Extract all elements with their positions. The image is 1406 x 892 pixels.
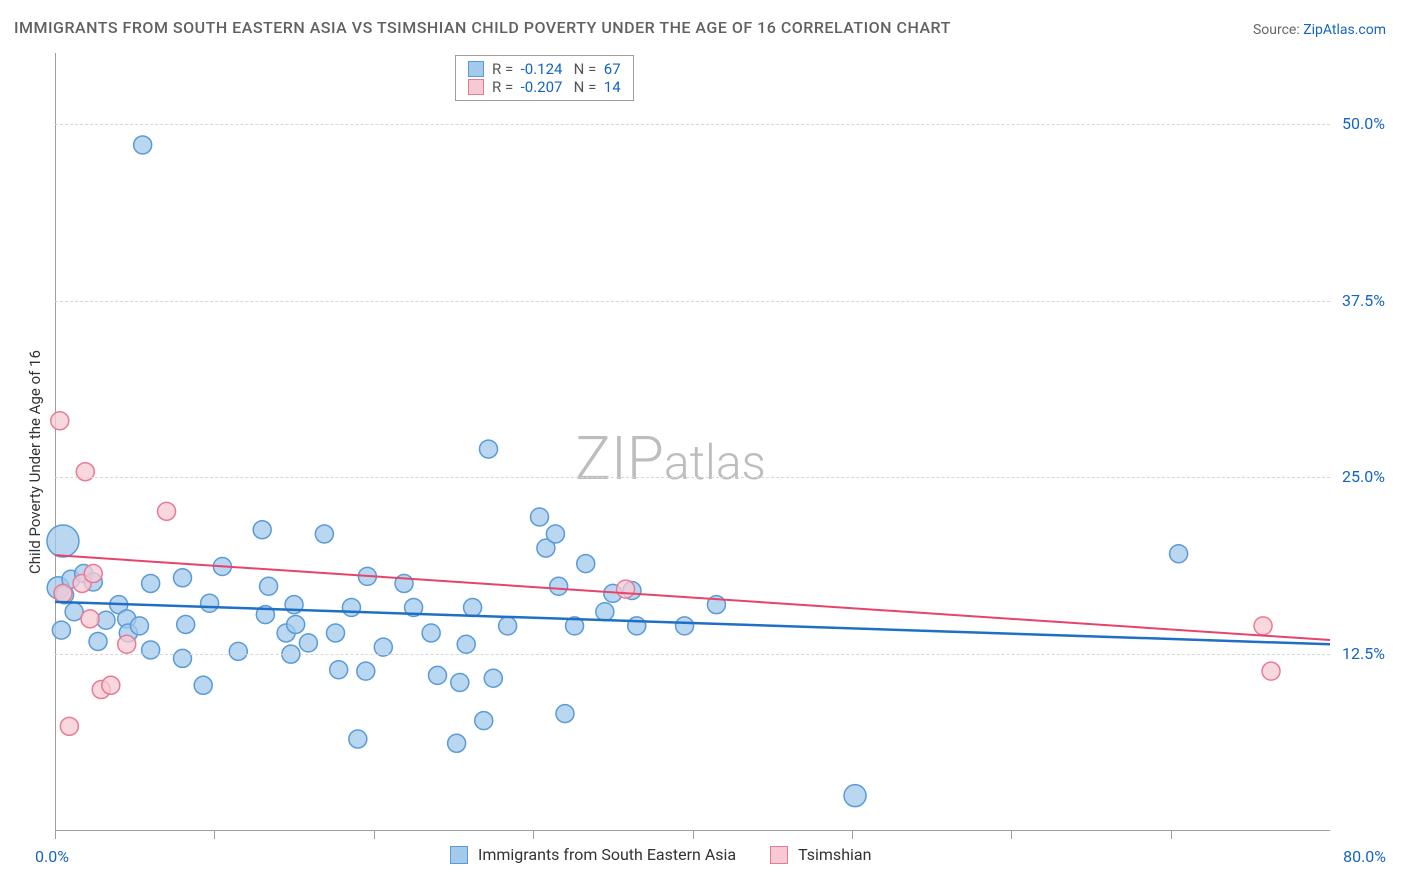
data-point — [47, 525, 79, 557]
y-tick-label: 12.5% — [1342, 644, 1385, 663]
y-gridline — [55, 301, 1330, 302]
legend-swatch — [770, 846, 788, 864]
data-point — [550, 577, 568, 595]
y-gridline — [55, 477, 1330, 478]
source-attribution: Source: ZipAtlas.com — [1253, 22, 1386, 38]
data-point — [260, 577, 278, 595]
legend-series-name: Tsimshian — [798, 845, 871, 864]
data-point — [177, 615, 195, 633]
data-point — [299, 634, 317, 652]
data-point — [531, 508, 549, 526]
y-gridline — [55, 124, 1330, 125]
x-tick — [1171, 831, 1172, 839]
data-point — [844, 785, 866, 807]
x-tick — [55, 831, 56, 839]
data-point — [1262, 662, 1280, 680]
y-axis-label: Child Poverty Under the Age of 16 — [26, 324, 44, 574]
data-point — [253, 521, 271, 539]
data-point — [134, 136, 152, 154]
data-point — [327, 624, 345, 642]
legend-row: R = -0.124 N = 67 — [468, 60, 621, 78]
data-point — [464, 599, 482, 617]
data-point — [448, 734, 466, 752]
data-point — [475, 712, 493, 730]
y-tick-label: 37.5% — [1342, 291, 1385, 310]
data-point — [54, 584, 72, 602]
legend-series-name: Immigrants from South Eastern Asia — [478, 845, 736, 864]
data-point — [546, 525, 564, 543]
data-point — [102, 676, 120, 694]
x-tick — [374, 831, 375, 839]
series-legend: Immigrants from South Eastern Asia Tsimsh… — [450, 845, 895, 864]
data-point — [628, 617, 646, 635]
x-tick — [693, 831, 694, 839]
legend-text: R = -0.124 N = 67 — [492, 60, 621, 78]
data-point — [201, 594, 219, 612]
data-point — [499, 617, 517, 635]
data-point — [287, 615, 305, 633]
x-min-label: 0.0% — [35, 847, 69, 866]
regression-line — [55, 602, 1330, 644]
plot-area: ZIPatlas R = -0.124 N = 67R = -0.207 N =… — [55, 53, 1330, 831]
x-tick — [1011, 831, 1012, 839]
data-point — [349, 730, 367, 748]
x-tick — [533, 831, 534, 839]
data-point — [1170, 545, 1188, 563]
data-point — [118, 635, 136, 653]
data-point — [158, 502, 176, 520]
source-prefix: Source: — [1253, 22, 1303, 38]
x-max-label: 80.0% — [1343, 847, 1386, 866]
data-point — [174, 649, 192, 667]
data-point — [142, 641, 160, 659]
legend-swatch — [468, 79, 484, 95]
data-point — [130, 617, 148, 635]
data-point — [676, 617, 694, 635]
data-point — [480, 440, 498, 458]
y-tick-label: 25.0% — [1342, 467, 1385, 486]
data-point — [422, 624, 440, 642]
data-point — [484, 669, 502, 687]
data-point — [52, 621, 70, 639]
data-point — [457, 635, 475, 653]
data-point — [429, 666, 447, 684]
data-point — [451, 673, 469, 691]
data-point — [60, 717, 78, 735]
y-tick-label: 50.0% — [1342, 114, 1385, 133]
data-point — [315, 525, 333, 543]
data-point — [81, 610, 99, 628]
legend-row: R = -0.207 N = 14 — [468, 78, 621, 96]
legend-text: R = -0.207 N = 14 — [492, 78, 621, 96]
data-point — [194, 676, 212, 694]
data-point — [330, 661, 348, 679]
data-point — [342, 599, 360, 617]
data-point — [556, 705, 574, 723]
x-tick — [852, 831, 853, 839]
correlation-legend: R = -0.124 N = 67R = -0.207 N = 14 — [455, 55, 634, 101]
data-point — [229, 642, 247, 660]
data-point — [577, 555, 595, 573]
data-point — [84, 565, 102, 583]
legend-swatch — [450, 846, 468, 864]
legend-swatch — [468, 61, 484, 77]
data-point — [142, 574, 160, 592]
chart-svg — [55, 53, 1330, 831]
data-point — [89, 632, 107, 650]
data-point — [617, 580, 635, 598]
data-point — [1254, 617, 1272, 635]
source-link[interactable]: ZipAtlas.com — [1303, 22, 1386, 38]
data-point — [174, 569, 192, 587]
chart-title: IMMIGRANTS FROM SOUTH EASTERN ASIA VS TS… — [14, 18, 951, 37]
data-point — [51, 412, 69, 430]
data-point — [596, 603, 614, 621]
y-gridline — [55, 654, 1330, 655]
x-tick — [214, 831, 215, 839]
data-point — [357, 662, 375, 680]
